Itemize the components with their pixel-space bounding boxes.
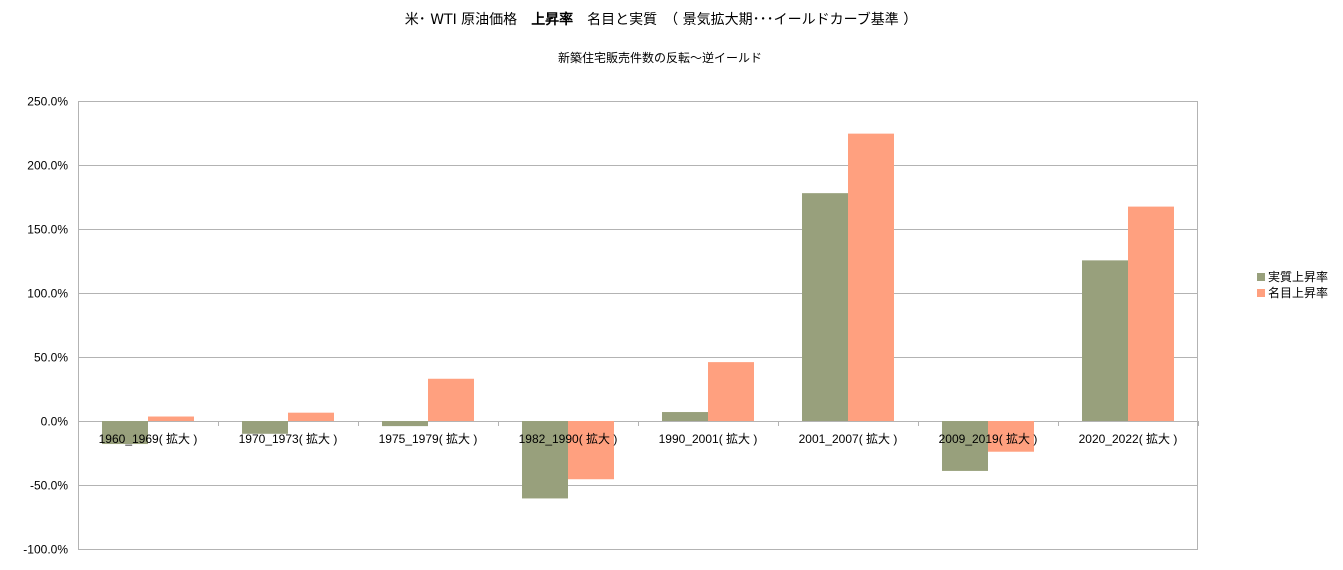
- legend-label: 名目上昇率: [1268, 285, 1328, 300]
- y-tick-label: 100.0%: [27, 287, 68, 301]
- bar-nominal: [148, 416, 194, 421]
- bar-nominal: [988, 421, 1034, 452]
- x-axis-labels: 1960_1969( 拡大 ) 1970_1973( 拡大 ) 1975_1979(…: [99, 432, 1178, 446]
- x-tick-label: 1975_1979( 拡大 ): [379, 432, 478, 446]
- x-tick-label: 1982_1990( 拡大 ): [519, 432, 618, 446]
- bars: [102, 133, 1174, 499]
- chart-subtitle: 新築住宅販売件数の反転～逆イールド: [558, 50, 762, 65]
- legend-label: 実質上昇率: [1268, 269, 1328, 284]
- y-tick-label: -100.0%: [23, 543, 68, 557]
- bar-real: [102, 421, 148, 445]
- y-tick-label: 50.0%: [34, 351, 68, 365]
- bar-nominal: [428, 378, 474, 421]
- y-tick-label: 0.0%: [41, 415, 69, 429]
- bar-nominal: [568, 421, 614, 480]
- bar-nominal: [708, 362, 754, 421]
- x-tick-label: 1970_1973( 拡大 ): [239, 432, 338, 446]
- bar-real: [382, 421, 428, 427]
- bar-real: [242, 421, 288, 434]
- bar-real: [1082, 260, 1128, 421]
- bar-nominal: [288, 412, 334, 421]
- bar-nominal: [848, 133, 894, 421]
- bar-real: [942, 421, 988, 471]
- x-tick-label: 2001_2007( 拡大 ): [799, 432, 898, 446]
- y-tick-label: 150.0%: [27, 223, 68, 237]
- chart-title-part-3: 名目と実質 （ 景気拡大期･･･イールドカーブ基準 ）: [573, 11, 917, 28]
- x-tick-label: 2009_2019( 拡大 ): [939, 432, 1038, 446]
- legend-swatch: [1257, 289, 1265, 297]
- legend-swatch: [1257, 273, 1265, 281]
- grid-lines: [78, 101, 1199, 550]
- x-tick-label: 2020_2022( 拡大 ): [1079, 432, 1178, 446]
- chart-title: 米･ WTI 原油価格 上昇率 名目と実質 （ 景気拡大期･･･イールドカーブ基…: [405, 11, 918, 28]
- y-tick-label: 200.0%: [27, 159, 68, 173]
- chart-title-part-2: 上昇率: [531, 11, 573, 28]
- y-tick-label: -50.0%: [30, 479, 68, 493]
- y-axis: 250.0% 200.0% 150.0% 100.0% 50.0% 0.0% -50.0% -…: [23, 95, 68, 557]
- bar-real: [802, 193, 848, 421]
- x-tick-label: 1990_2001( 拡大 ): [659, 432, 758, 446]
- bar-real: [522, 421, 568, 499]
- y-tick-label: 250.0%: [27, 95, 68, 109]
- bar-real: [662, 412, 708, 421]
- x-tick-label: 1960_1969( 拡大 ): [99, 432, 198, 446]
- chart-title-part-1: 米･ WTI 原油価格: [405, 12, 531, 28]
- bar-nominal: [1128, 206, 1174, 421]
